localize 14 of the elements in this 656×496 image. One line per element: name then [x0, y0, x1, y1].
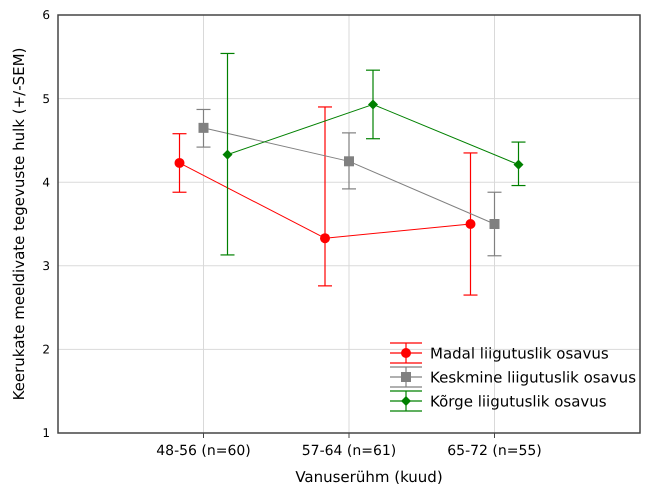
y-tick-label: 1 [42, 426, 50, 440]
y-tick-label: 6 [42, 8, 50, 22]
legend-label: Madal liigutuslik osavus [430, 344, 609, 362]
y-tick-label: 3 [42, 259, 50, 273]
legend-label: Keskmine liigutuslik osavus [430, 368, 636, 386]
x-axis-title: Vanuserühm (kuud) [295, 468, 443, 486]
y-tick-label: 4 [42, 175, 50, 190]
legend-label: Kõrge liigutuslik osavus [430, 392, 607, 410]
x-tick-label: 65-72 (n=55) [447, 443, 542, 459]
x-tick-label: 57-64 (n=61) [302, 443, 396, 459]
x-tick-label: 48-56 (n=60) [156, 443, 251, 459]
y-tick-label: 5 [42, 92, 50, 106]
y-tick-label: 2 [42, 342, 50, 357]
y-axis-title: Keerukate meeldivate tegevuste hulk (+/-SEM) [10, 48, 28, 400]
